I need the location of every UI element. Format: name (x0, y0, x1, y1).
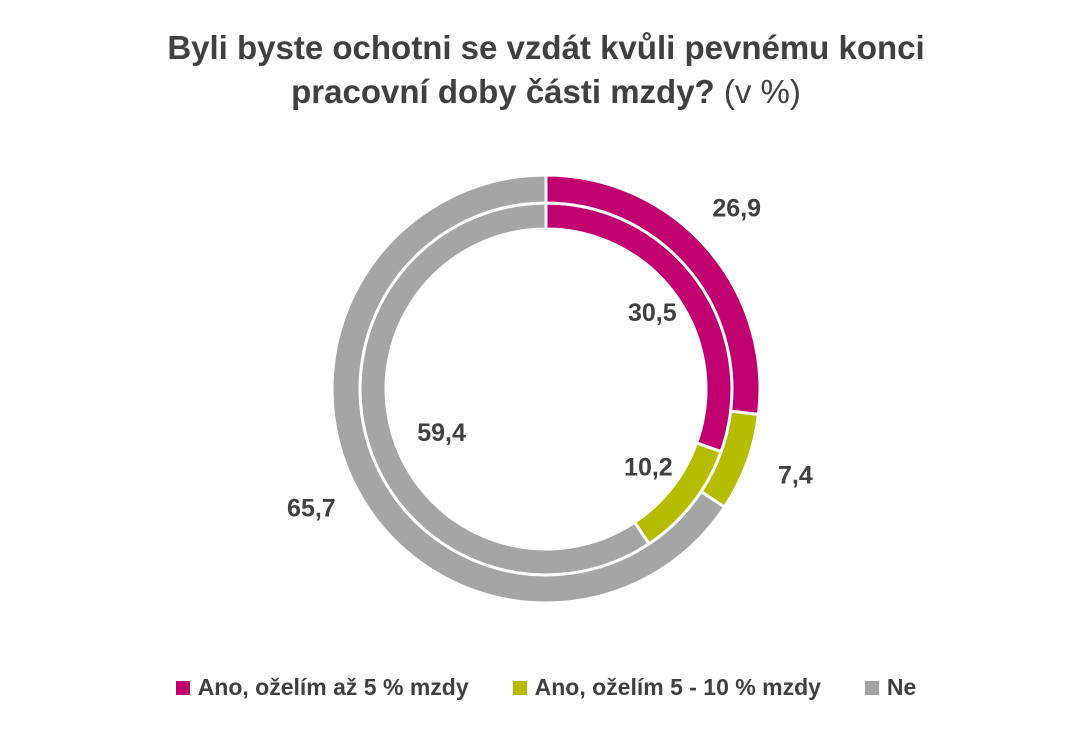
legend-item-ano-5: Ano, oželím až 5 % mzdy (175, 674, 469, 701)
data-label-inner-ne: 59,4 (417, 419, 466, 447)
legend-label-ano-5-10: Ano, oželím 5 - 10 % mzdy (534, 674, 821, 700)
legend-label-ano-5: Ano, oželím až 5 % mzdy (197, 674, 469, 700)
legend-label-ne: Ne (886, 674, 917, 700)
chart-title: Byli byste ochotni se vzdát kvůli pevném… (0, 26, 1092, 114)
data-label-outer-ano-5-10: 7,4 (778, 461, 813, 489)
slice-outer-ne (330, 173, 727, 605)
legend-swatch-ano-5 (175, 680, 190, 695)
data-label-inner-ano-5-10: 10,2 (624, 454, 673, 482)
data-label-outer-ano-5: 26,9 (712, 194, 761, 222)
legend-item-ano-5-10: Ano, oželím 5 - 10 % mzdy (512, 674, 821, 701)
legend-item-ne: Ne (864, 674, 917, 701)
legend-swatch-ne (864, 680, 879, 695)
chart-title-unit: (v %) (723, 73, 801, 110)
chart-title-text: Byli byste ochotni se vzdát kvůli pevném… (167, 29, 925, 110)
legend-swatch-ano-5-10 (512, 680, 527, 695)
data-label-inner-ano-5: 30,5 (628, 299, 677, 327)
data-label-outer-ne: 65,7 (287, 494, 336, 522)
slice-inner-ano-5 (544, 201, 734, 454)
legend: Ano, oželím až 5 % mzdy Ano, oželím 5 - … (0, 674, 1092, 701)
